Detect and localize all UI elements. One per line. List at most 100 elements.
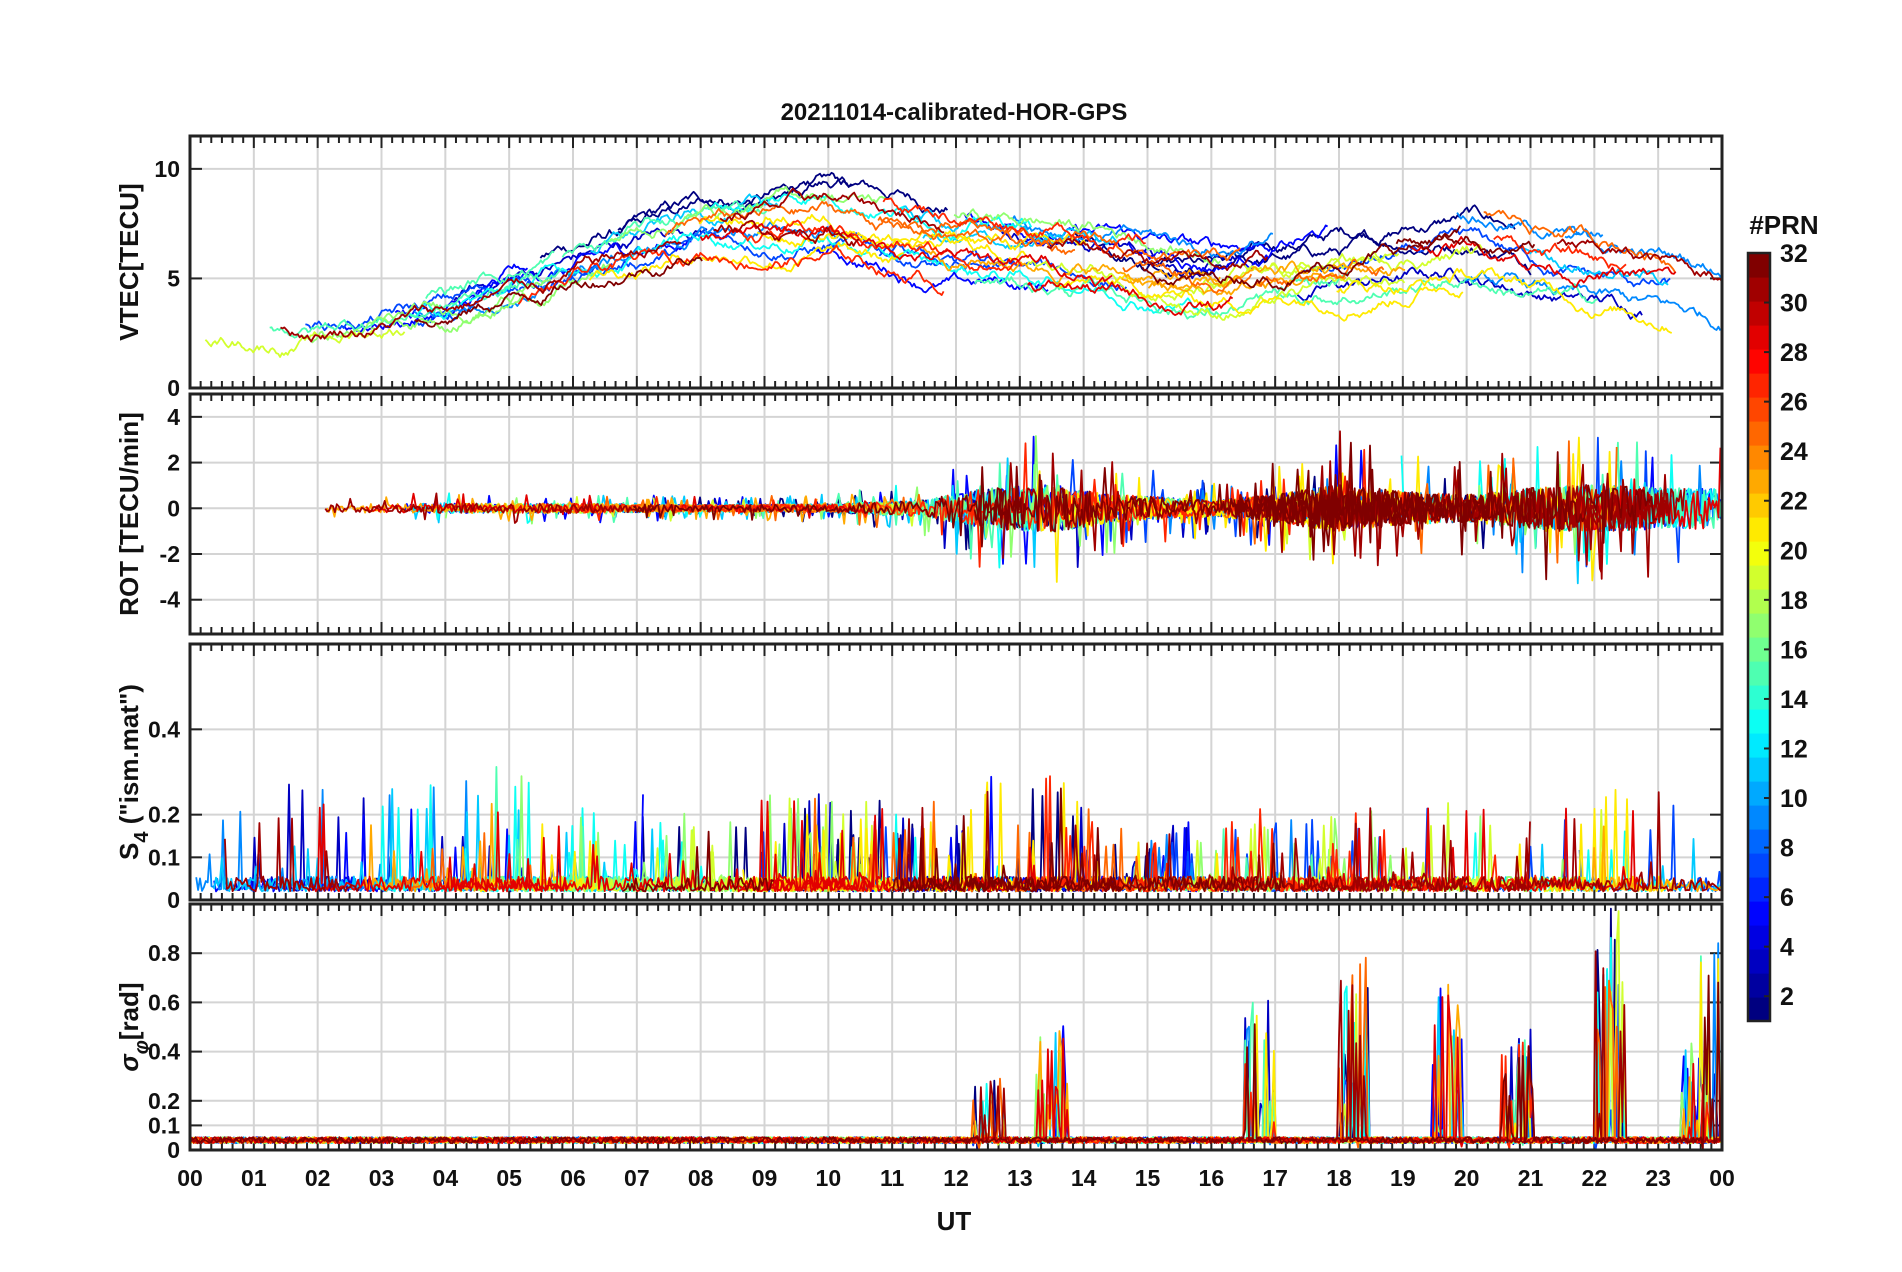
y-tick-label: 0 (167, 887, 180, 913)
colorbar-tick-label: 30 (1780, 290, 1808, 318)
colorbar-segment (1748, 277, 1770, 302)
axes-frame (188, 902, 1724, 1152)
colorbar-segment (1748, 925, 1770, 950)
x-axis-label: UT (937, 1206, 972, 1236)
colorbar-segment (1748, 325, 1770, 350)
traces-sigma_phi (190, 907, 1721, 1150)
y-axis-label: σφ[rad] (114, 982, 153, 1071)
colorbar-segment (1748, 829, 1770, 854)
y-axis-label: ROT [TECU/min] (114, 412, 144, 616)
colorbar-segment (1748, 709, 1770, 734)
colorbar-frame (1746, 251, 1772, 1023)
series-prn-15 (269, 200, 1598, 339)
panel-rot: -4 -2 0 2 4 ROT [TECU/min] (114, 392, 1724, 636)
colorbar-segment (1748, 541, 1770, 566)
x-tick-label: 13 (1007, 1165, 1033, 1191)
colorbar-segment (1748, 301, 1770, 326)
colorbar-segment (1748, 349, 1770, 374)
x-tick-label: 14 (1071, 1165, 1097, 1191)
x-tick-label: 07 (624, 1165, 650, 1191)
x-tick-label: 04 (433, 1165, 459, 1191)
colorbar-segment (1748, 565, 1770, 590)
y-tick-label: 0.1 (148, 844, 180, 870)
x-tick-label: 03 (369, 1165, 395, 1191)
colorbar-tick-label: 20 (1780, 537, 1808, 565)
y-tick-label: 0.2 (148, 802, 180, 828)
series-prn-32 (190, 974, 1721, 1150)
colorbar-tick-label: 22 (1780, 488, 1808, 516)
colorbar-label: #PRN (1749, 210, 1818, 240)
x-tick-label: 09 (752, 1165, 778, 1191)
colorbar-segment (1748, 517, 1770, 542)
x-tick-label: 23 (1645, 1165, 1671, 1191)
colorbar-tick-label: 10 (1780, 785, 1808, 813)
panel-sigma_phi: 00.10.2 0.4 0.6 0.8 σφ[rad] (114, 902, 1724, 1163)
series-prn-19 (204, 244, 1483, 358)
series-prn-31 (280, 187, 1722, 343)
y-tick-label: 5 (167, 265, 180, 291)
colorbar-tick-label: 32 (1780, 240, 1808, 268)
x-tick-label: 05 (496, 1165, 522, 1191)
colorbar-segment (1748, 853, 1770, 878)
colorbar-segment (1748, 901, 1770, 926)
colorbar-segment (1748, 253, 1770, 278)
y-tick-label: -4 (160, 587, 181, 613)
series-prn-1 (539, 171, 1532, 278)
colorbar-segment (1748, 757, 1770, 782)
x-tick-label: 18 (1326, 1165, 1352, 1191)
series-prn-9 (413, 212, 1722, 331)
y-axis-label: S4 ("ism.mat") (114, 684, 153, 860)
colorbar-segment (1748, 445, 1770, 470)
colorbar-segment (1748, 397, 1770, 422)
x-tick-label: 17 (1262, 1165, 1288, 1191)
traces-vtec (204, 171, 1722, 358)
y-tick-label: 0.2 (148, 1088, 180, 1114)
colorbar-segment (1748, 949, 1770, 974)
colorbar-segment (1748, 493, 1770, 518)
series-prn-32 (414, 225, 1536, 328)
y-tick-label: 0 (167, 375, 180, 401)
y-tick-label: 0 (167, 1137, 180, 1163)
x-tick-label: 10 (816, 1165, 842, 1191)
colorbar-segment (1748, 805, 1770, 830)
series-prn-32 (622, 787, 1286, 893)
y-tick-label: 0.4 (148, 716, 180, 742)
x-tick-label: 11 (880, 1165, 905, 1191)
traces-s4 (195, 766, 1722, 893)
series-prn-29 (699, 223, 1677, 316)
axes-frame (188, 642, 1724, 902)
x-tick-label: 21 (1518, 1165, 1544, 1191)
y-tick-label: 2 (167, 450, 180, 476)
y-tick-label: 0 (167, 495, 180, 521)
series-prn-21 (588, 213, 1673, 334)
axes-frame (188, 392, 1724, 636)
colorbar-tick-label: 14 (1780, 686, 1808, 714)
colorbar-segment (1748, 613, 1770, 638)
colorbar-segment (1748, 589, 1770, 614)
colorbar-tick-label: 4 (1780, 934, 1794, 962)
colorbar-tick-label: 2 (1780, 983, 1794, 1011)
panel-vtec: 0 5 10 VTEC[TECU] (114, 134, 1724, 401)
colorbar-segment (1748, 373, 1770, 398)
colorbar-tick-label: 28 (1780, 339, 1808, 367)
colorbar-tick-label: 24 (1780, 438, 1808, 466)
y-tick-label: 4 (167, 404, 180, 430)
series-prn-27 (517, 197, 1627, 305)
traces-rot (324, 430, 1722, 585)
y-tick-label: -2 (160, 541, 180, 567)
colorbar-segment (1748, 733, 1770, 758)
colorbar-segment (1748, 661, 1770, 686)
chart-title: 20211014-calibrated-HOR-GPS (781, 99, 1128, 126)
colorbar-segment (1748, 781, 1770, 806)
colorbar-tick-label: 8 (1780, 835, 1794, 863)
x-tick-label: 02 (305, 1165, 331, 1191)
x-tick-label: 12 (943, 1165, 969, 1191)
axes-frame (188, 134, 1724, 390)
x-tick-label: 08 (688, 1165, 714, 1191)
x-tick-label: 15 (1135, 1165, 1161, 1191)
x-tick-label: 19 (1390, 1165, 1416, 1191)
x-tick-label: 06 (560, 1165, 586, 1191)
colorbar-tick-label: 18 (1780, 587, 1808, 615)
series-prn-17 (304, 186, 1221, 344)
colorbar-segment (1748, 973, 1770, 998)
